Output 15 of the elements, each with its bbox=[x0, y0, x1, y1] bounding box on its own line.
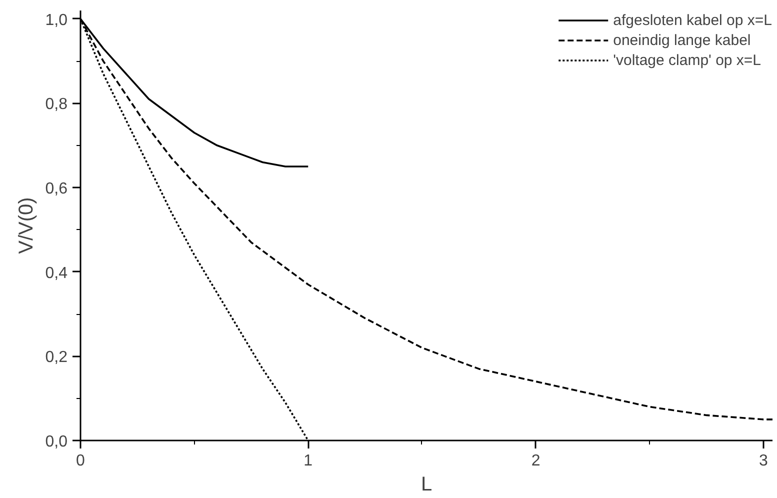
y-tick-label: 0,4 bbox=[45, 264, 68, 282]
y-tick-label: 0,8 bbox=[45, 96, 68, 114]
y-tick-label: 1,0 bbox=[45, 12, 68, 29]
x-tick-label: 2 bbox=[531, 452, 540, 470]
legend-label: afgesloten kabel op x=L bbox=[613, 12, 772, 28]
y-tick-label: 0,6 bbox=[45, 180, 68, 198]
y-axis-title: V/V(0) bbox=[15, 197, 38, 254]
x-tick-label: 0 bbox=[76, 452, 86, 470]
x-axis-title: L bbox=[420, 474, 432, 496]
x-tick-label: 1 bbox=[304, 452, 313, 470]
legend-label: 'voltage clamp' op x=L bbox=[613, 52, 762, 68]
y-tick-label: 0,2 bbox=[45, 349, 68, 366]
legend-label: oneindig lange kabel bbox=[613, 32, 751, 48]
y-tick-label: 0,0 bbox=[45, 434, 68, 450]
x-tick-label: 3 bbox=[758, 452, 768, 470]
